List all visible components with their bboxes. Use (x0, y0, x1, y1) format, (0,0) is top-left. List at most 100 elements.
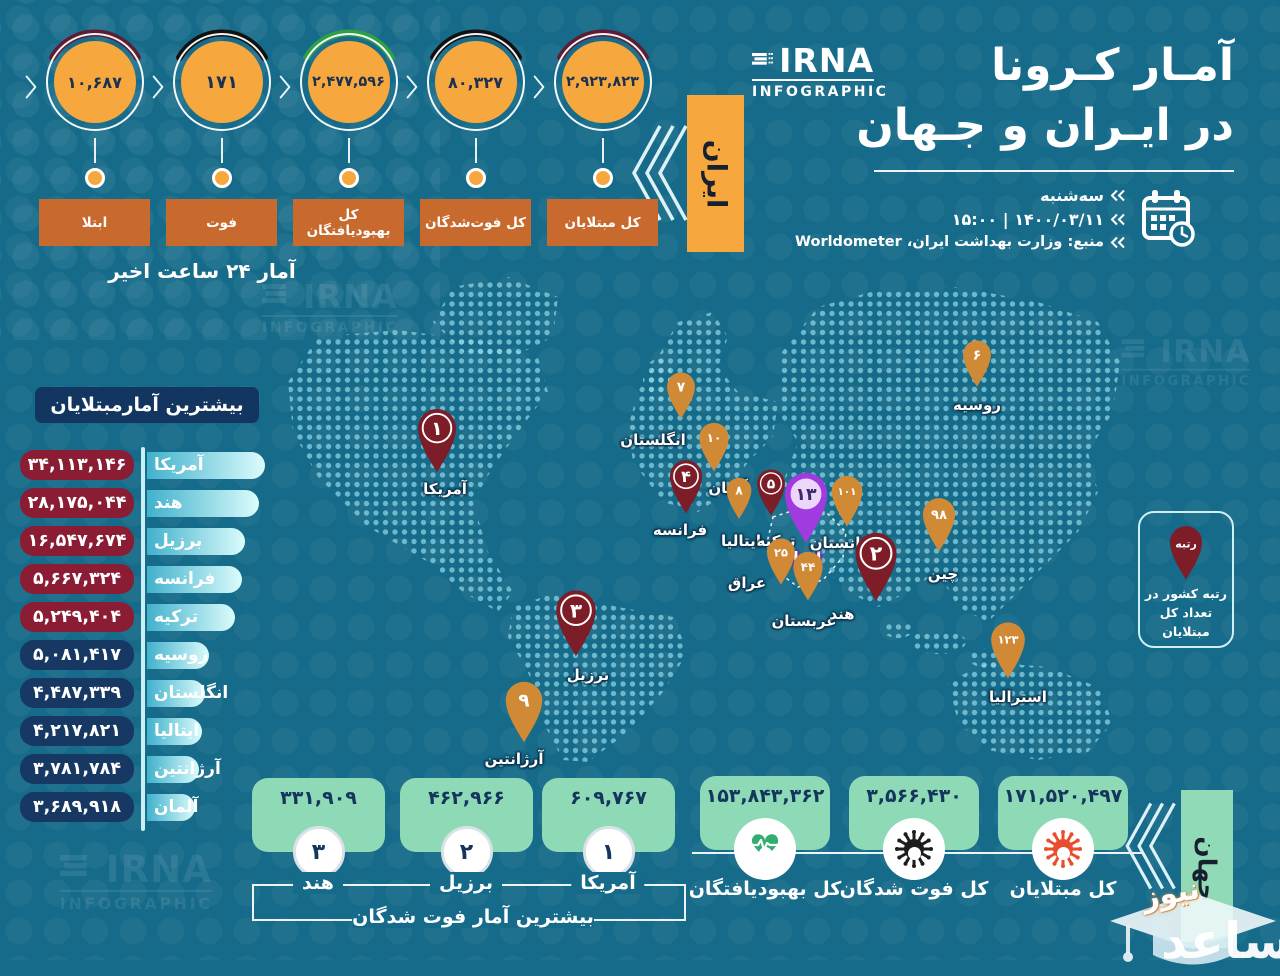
stat-disc: ۲,۹۲۳,۸۲۳ (561, 41, 644, 123)
stat-connector (601, 138, 604, 163)
page-title: آمـار کـرونا در ایـران و جـهان (814, 36, 1234, 156)
stat-disc: ۱۰,۶۸۷ (53, 41, 136, 123)
ranking-bar (147, 603, 235, 631)
ranking-country: آلمان (154, 796, 199, 817)
world-line-dot (1057, 847, 1070, 860)
ranking-country: ترکیه (154, 606, 199, 627)
logo-divider (752, 79, 874, 81)
world-section-banner: جهان (1181, 790, 1233, 948)
ranking-country: فرانسه (154, 568, 216, 589)
irna-watermark: IRNA INFOGRAPHIC (1121, 332, 1252, 389)
world-stat-label: کل فوت شدگان (839, 878, 989, 900)
death-country-label: آمریکا (571, 872, 645, 894)
stat-ring (172, 33, 271, 131)
chevrons-left-icon (1110, 236, 1126, 249)
title-line-2: در ایـران و جـهان (856, 100, 1234, 151)
death-stat-box-0: ۳۳۱,۹۰۹ ۳ (252, 778, 385, 878)
stat-label: فوت (166, 199, 277, 246)
chevron-right-icon (278, 72, 292, 102)
source-text: منبع: وزارت بهداشت ایران، Worldometer (795, 234, 1104, 250)
world-stat-label: کل مبتلایان (1009, 878, 1117, 900)
ranking-row-1: ۲۸,۱۷۵,۰۴۴ هند (20, 488, 265, 518)
ranking-value-badge: ۳۴,۱۱۳,۱۴۶ (20, 450, 134, 480)
iran-section-banner: ایران (687, 95, 744, 252)
stat-dot (465, 168, 486, 188)
stat-circle: ۲,۴۷۷,۵۹۶ (293, 26, 405, 138)
ranking-row-5: ۵,۰۸۱,۴۱۷ روسیه (20, 640, 265, 670)
ranking-row-9: ۳,۶۸۹,۹۱۸ آلمان (20, 792, 265, 822)
source-row: منبع: وزارت بهداشت ایران، Worldometer (795, 234, 1126, 250)
world-line-dot (759, 847, 772, 860)
ranking-bar-wrap: روسیه (147, 641, 209, 669)
ranking-country: هند (154, 492, 183, 513)
world-stat-label: کل بهبودیافتگان (688, 878, 842, 900)
iran-stat-4: ۲,۹۲۳,۸۲۳ کل مبتلایان (546, 26, 659, 246)
irna-watermark: IRNA INFOGRAPHIC (59, 851, 213, 914)
stat-value: ۸۰,۳۲۷ (448, 72, 503, 92)
watermark-infographic-text: INFOGRAPHIC (1121, 373, 1252, 389)
stat-dot (211, 168, 232, 188)
stat-dot (84, 168, 105, 188)
ranking-value-badge: ۴,۲۱۷,۸۲۱ (20, 716, 134, 746)
stat-ring (45, 33, 144, 131)
watermark-infographic-text: INFOGRAPHIC (59, 895, 213, 914)
chevrons-left-icon (1110, 189, 1126, 202)
ranking-value-badge: ۱۶,۵۴۷,۶۷۴ (20, 526, 134, 556)
stat-disc: ۲,۴۷۷,۵۹۶ (307, 41, 390, 123)
title-line-1: آمـار کـرونا (991, 40, 1234, 91)
svg-text:رتبه: رتبه (1175, 537, 1197, 550)
ranking-bar-wrap: فرانسه (147, 565, 242, 593)
stat-ring (553, 33, 652, 131)
watermark-irna-text: IRNA (1160, 332, 1251, 370)
ranking-row-2: ۱۶,۵۴۷,۶۷۴ برزیل (20, 526, 265, 556)
ranking-row-6: ۴,۴۸۷,۳۳۹ انگلستان (20, 678, 265, 708)
stat-circle: ۸۰,۳۲۷ (420, 26, 532, 138)
ranking-bar (147, 527, 245, 555)
death-stat-box-1: ۴۶۲,۹۶۶ ۲ (400, 778, 533, 878)
ranking-row-3: ۵,۶۶۷,۳۲۴ فرانسه (20, 564, 265, 594)
ranking-bar (147, 679, 205, 707)
iran-stat-1: ۱۷۱ فوت (165, 26, 278, 246)
ranking-row-8: ۳,۷۸۱,۷۸۴ آرژانتین (20, 754, 265, 784)
death-country-label: برزیل (430, 872, 502, 894)
iran-stat-0: ۱۰,۶۸۷ ابتلا (38, 26, 151, 246)
ranking-value-badge: ۵,۶۶۷,۳۲۴ (20, 564, 134, 594)
ranking-rows: ۳۴,۱۱۳,۱۴۶ آمریکا ۲۸,۱۷۵,۰۴۴ هند ۱۶,۵۴۷,… (20, 450, 265, 822)
world-banner-label: جهان (1192, 836, 1222, 902)
ranking-bar (147, 793, 195, 821)
ranking-country: آرژانتین (154, 758, 221, 779)
ranking-bar-wrap: آمریکا (147, 451, 265, 479)
ranking-value-badge: ۲۸,۱۷۵,۰۴۴ (20, 488, 134, 518)
death-rank-badge: ۳ (292, 826, 345, 878)
chevron-right-icon (405, 72, 419, 102)
ranking-country: آمریکا (154, 454, 204, 475)
stat-disc: ۱۷۱ (180, 41, 263, 123)
stat-circle: ۲,۹۲۳,۸۲۳ (547, 26, 659, 138)
ranking-bar-wrap: برزیل (147, 527, 245, 555)
irna-logo-icon (59, 855, 87, 877)
iran-stats-row: ۱۰,۶۸۷ ابتلا ۱۷۱ فوت ۲,۴۷۷,۵۹۶ (24, 26, 659, 246)
iran-stat-2: ۲,۴۷۷,۵۹۶ کل بهبودیافتگان (292, 26, 405, 246)
ranking-bar-wrap: آرژانتین (147, 755, 221, 783)
ranking-row-7: ۴,۲۱۷,۸۲۱ ایتالیا (20, 716, 265, 746)
ranking-bar-wrap: ترکیه (147, 603, 235, 631)
chevrons-left-icon (1110, 213, 1126, 226)
stat-label: ابتلا (39, 199, 150, 246)
death-value: ۶۰۹,۷۶۷ (570, 787, 647, 809)
watermark-irna-text: IRNA (303, 277, 398, 316)
ranking-axis-line (141, 447, 145, 831)
ranking-bar (147, 565, 242, 593)
last-24h-footnote: آمار ۲۴ ساعت اخیر (108, 259, 296, 283)
world-stat-box-0: ۱۵۳,۸۴۳,۳۶۲ (700, 776, 830, 880)
stat-value: ۱۰,۶۸۷ (67, 72, 122, 92)
rank-legend: رتبه رتبه کشور در تعداد کل مبتلایان (1138, 511, 1234, 648)
ranking-bar (147, 451, 265, 479)
iran-stat-3: ۸۰,۳۲۷ کل فوت‌شدگان (419, 26, 532, 246)
ranking-country: روسیه (154, 644, 209, 665)
stat-dot (592, 168, 613, 188)
stat-circle: ۱۷۱ (166, 26, 278, 138)
ranking-value-badge: ۵,۲۴۹,۴۰۴ (20, 602, 134, 632)
stat-value: ۱۷۱ (205, 71, 238, 93)
stat-circle: ۱۰,۶۸۷ (39, 26, 151, 138)
